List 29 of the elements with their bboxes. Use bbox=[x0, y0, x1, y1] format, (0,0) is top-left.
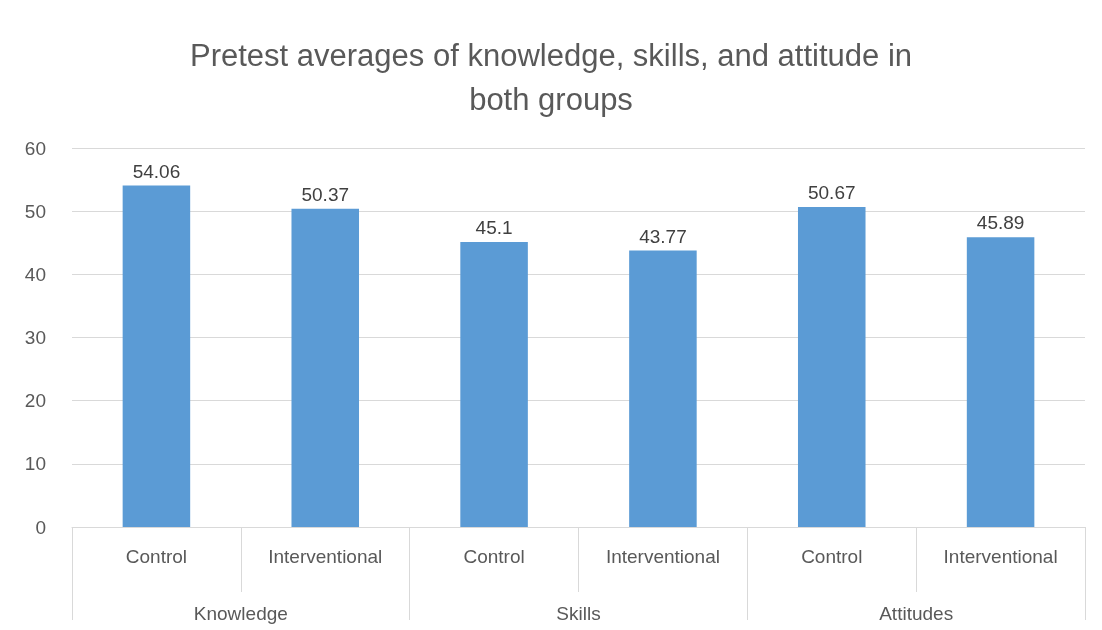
x-tick-label: Interventional bbox=[605, 546, 720, 567]
y-tick-label: 10 bbox=[24, 453, 46, 475]
data-label: 43.77 bbox=[639, 225, 687, 247]
y-tick-label: 60 bbox=[24, 137, 46, 159]
x-tick-label: Interventional bbox=[943, 546, 1058, 567]
text: Skills bbox=[556, 603, 601, 624]
chart-title: Pretest averages of knowledge, skills, and attitude in both groups bbox=[189, 37, 913, 117]
x-tick-label: Control bbox=[463, 546, 525, 567]
data-label: 45.1 bbox=[475, 217, 513, 239]
y-tick-label: 50 bbox=[24, 200, 46, 222]
bar bbox=[291, 208, 360, 527]
y-tick-label: 30 bbox=[24, 327, 46, 348]
data-label: 54.06 bbox=[132, 160, 181, 182]
bar bbox=[629, 250, 697, 527]
y-tick-label: 0 bbox=[35, 516, 46, 538]
text: Attitudes bbox=[879, 603, 954, 624]
data-label: 50.37 bbox=[301, 183, 350, 205]
data-label: 45.89 bbox=[976, 212, 1025, 234]
text: Knowledge bbox=[193, 603, 288, 624]
x-tick-label: Control bbox=[801, 546, 863, 567]
data-label: 50.67 bbox=[807, 181, 856, 203]
y-tick-label: 40 bbox=[24, 263, 46, 285]
bar bbox=[797, 206, 866, 527]
bar bbox=[460, 242, 528, 527]
bar bbox=[122, 185, 191, 527]
y-tick-label: 20 bbox=[24, 390, 46, 412]
x-tick-label: Control bbox=[125, 546, 188, 567]
x-tick-label: Interventional bbox=[268, 546, 383, 567]
bar bbox=[966, 237, 1035, 527]
